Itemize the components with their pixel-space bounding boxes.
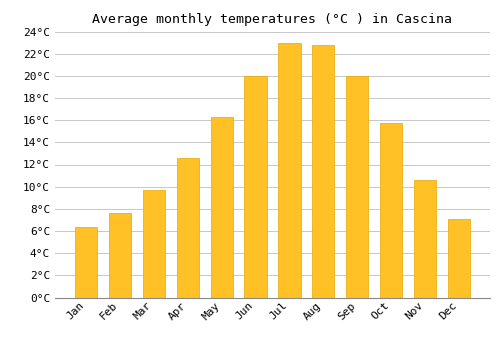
Bar — [108, 213, 131, 298]
Bar — [176, 158, 199, 298]
Bar — [312, 45, 334, 298]
Bar — [278, 43, 300, 298]
Bar — [142, 190, 165, 298]
Bar — [414, 180, 436, 298]
Bar — [346, 76, 368, 298]
Bar — [75, 226, 97, 298]
Bar — [448, 219, 470, 298]
Bar — [380, 124, 402, 298]
Title: Average monthly temperatures (°C ) in Cascina: Average monthly temperatures (°C ) in Ca… — [92, 13, 452, 26]
Bar — [210, 117, 233, 298]
Bar — [244, 76, 266, 298]
